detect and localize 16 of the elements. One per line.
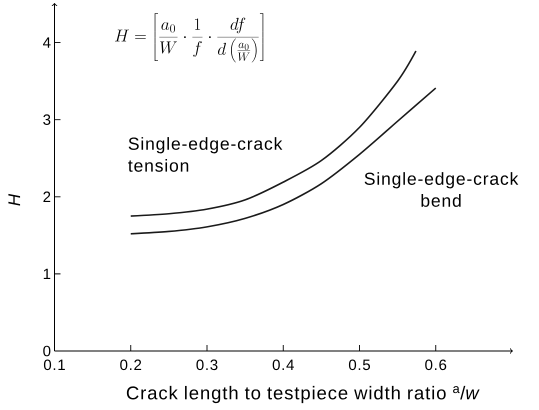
y-tick-label: 1 <box>44 268 50 280</box>
y-axis-title: H <box>8 194 20 206</box>
series-label: Single-edge-crack tension <box>128 137 282 172</box>
y-tick-label: 0 <box>43 346 50 356</box>
x-tick-label: 0.4 <box>272 360 294 370</box>
x-tick-label: 0.3 <box>196 360 218 370</box>
y-tick-label: 2 <box>43 192 50 202</box>
y-tick-label: 3 <box>43 114 50 125</box>
series-label: Single-edge-crack bend <box>364 172 518 207</box>
x-axis-title: Crack length to testpiece width ratio $^{a}$/w <box>126 386 480 404</box>
x-tick-label: 0.1 <box>44 360 65 370</box>
x-tick-label: 0.2 <box>120 360 142 370</box>
x-tick-label: 0.5 <box>348 360 370 370</box>
y-tick-label: 4 <box>43 37 51 48</box>
annotation: $H=\left[\frac{a_0}{W}\cdot\frac{1}{f}\cdot\frac{df}{d\left(\frac{a_0}{W}\right)}\right]$ <box>114 13 264 62</box>
x-tick-label: 0.6 <box>425 360 446 370</box>
